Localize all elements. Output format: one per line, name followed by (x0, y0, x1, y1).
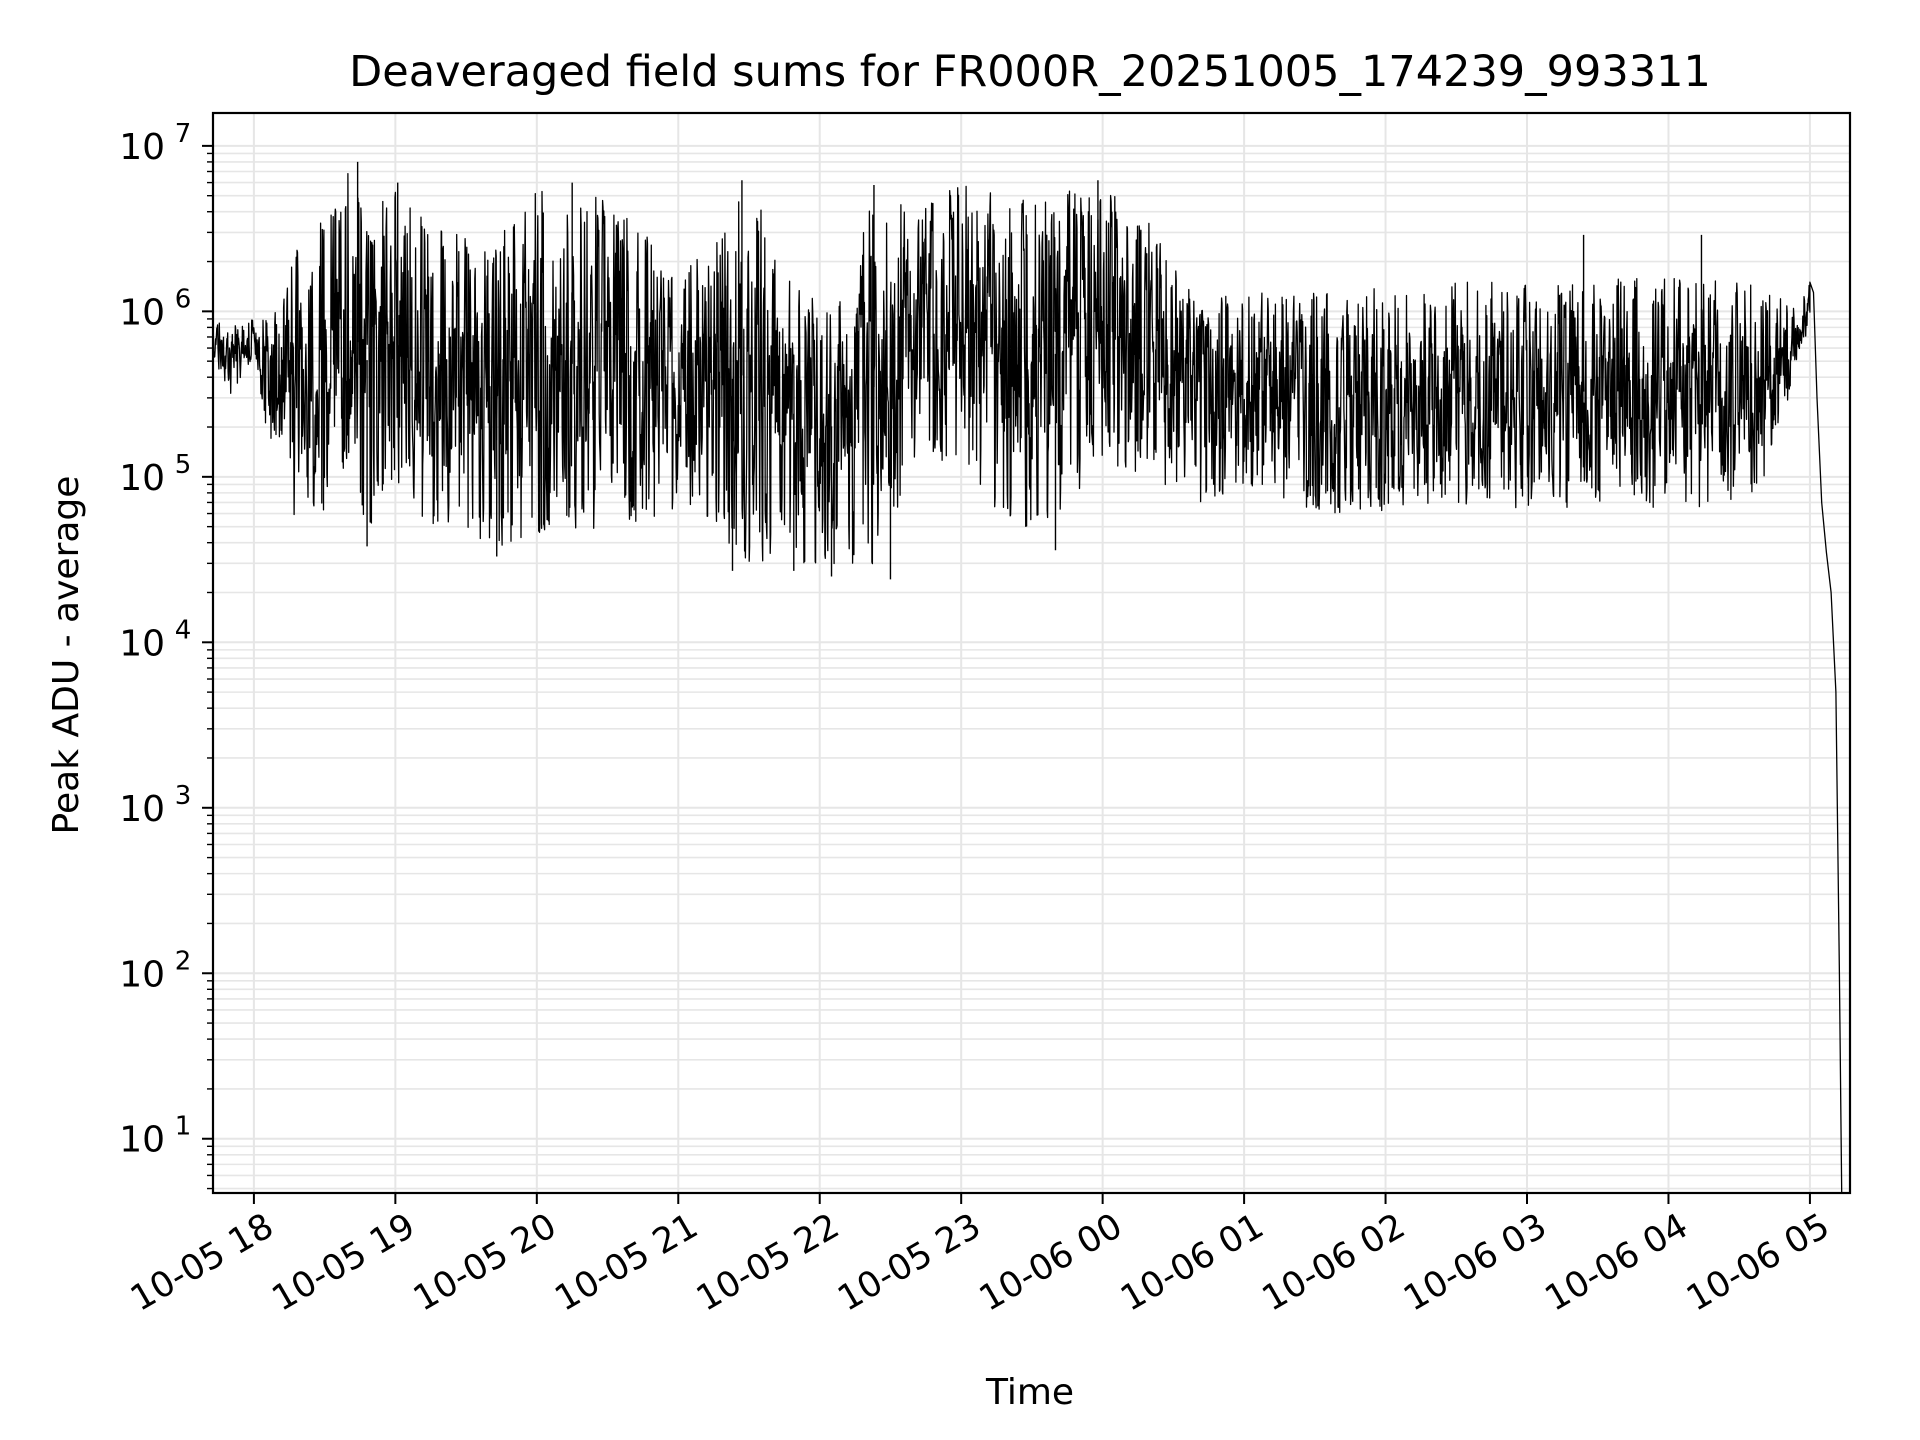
y-tick-label: 10 (119, 458, 165, 499)
y-tick-label-exponent: 3 (175, 781, 192, 811)
x-axis-label: Time (985, 1372, 1074, 1413)
y-tick-label: 10 (119, 789, 165, 830)
y-tick-label: 10 (119, 127, 165, 168)
y-tick-label: 10 (119, 1120, 165, 1161)
plot-frame (211, 111, 1852, 1195)
y-tick-label: 10 (119, 292, 165, 333)
grid (213, 113, 1850, 1193)
y-tick-label-exponent: 4 (175, 615, 192, 645)
y-tick-label-exponent: 5 (175, 450, 192, 480)
y-tick-label-exponent: 1 (175, 1112, 192, 1142)
chart-title: Deaveraged field sums for FR000R_2025100… (349, 47, 1711, 97)
series-line (212, 173, 1843, 1194)
series-layer (212, 161, 1843, 1194)
y-tick-label: 10 (119, 623, 165, 664)
y-tick-label-exponent: 7 (175, 119, 192, 149)
y-tick-label: 10 (119, 954, 165, 995)
y-tick-label-exponent: 6 (175, 284, 192, 314)
y-axis-label: Peak ADU - average (46, 476, 87, 835)
y-tick-label-exponent: 2 (175, 946, 192, 976)
